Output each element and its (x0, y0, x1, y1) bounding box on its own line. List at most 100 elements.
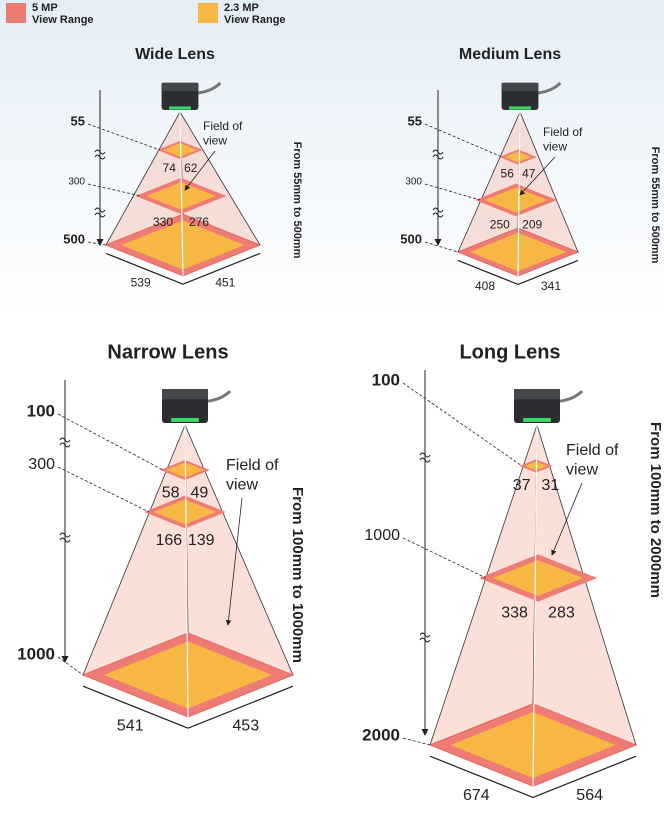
dimension-label: 541 (117, 718, 144, 735)
camera-cable (559, 390, 584, 403)
dimension-label: 31 (542, 477, 560, 494)
distance-leader (402, 737, 431, 746)
dimension-line (532, 755, 637, 798)
distance-label: 100 (372, 370, 400, 389)
distance-leader (402, 537, 487, 579)
dimension-line (105, 252, 184, 285)
distance-leader (57, 413, 164, 471)
distance-leader (402, 382, 523, 467)
background (0, 0, 664, 320)
dimension-label: 62 (184, 161, 198, 175)
dimension-label: 539 (131, 275, 151, 289)
dimension-label: 341 (541, 279, 561, 293)
dimension-label: 674 (463, 787, 490, 804)
dimension-line (187, 685, 294, 729)
dimension-label: 330 (153, 215, 173, 229)
dimension-label: 49 (191, 484, 209, 501)
camera-led (168, 106, 192, 110)
distance-label: 500 (400, 231, 422, 246)
fov-label: view (566, 461, 598, 478)
center-line (179, 111, 184, 276)
cone-edge (536, 424, 637, 746)
camera-led (523, 418, 551, 422)
view-cone (430, 425, 636, 787)
center-line (517, 111, 521, 277)
axis-break (419, 632, 431, 643)
fov-label: Field of (226, 457, 279, 474)
camera-cable (538, 81, 562, 95)
distance-leader (87, 241, 107, 246)
range-label: From 55mm to 500mm (291, 142, 303, 259)
cone-edge (429, 424, 538, 746)
legend-label: 2.3 MP (224, 2, 259, 14)
range-label: From 100mm to 2000mm (647, 422, 664, 598)
axis-break (94, 207, 106, 218)
legend-label: View Range (32, 14, 94, 26)
center-line (184, 424, 189, 718)
dimension-label: 139 (188, 532, 215, 549)
axis-break (432, 207, 444, 218)
legend-label: View Range (224, 14, 286, 26)
cone-edge (179, 111, 261, 246)
fov-label: Field of (543, 125, 583, 139)
fov-label: view (203, 134, 227, 148)
view-cone (83, 425, 293, 717)
axis-break (419, 452, 431, 463)
cone-edge (105, 111, 181, 246)
distance-leader (424, 183, 481, 201)
distance-label: 55 (408, 113, 422, 128)
dimension-label: 47 (522, 166, 536, 180)
range-section (478, 554, 598, 602)
camera-top (514, 389, 560, 400)
distance-label: 300 (68, 177, 85, 188)
distance-leader (57, 466, 150, 513)
cone-edge (184, 424, 294, 676)
distance-leader (87, 183, 142, 197)
distance-leader (424, 123, 503, 158)
dimension-label: 56 (501, 166, 515, 180)
dimension-line (429, 755, 534, 798)
fov-label: view (226, 476, 258, 493)
axis-break (59, 437, 71, 448)
distance-label: 1000 (17, 644, 55, 663)
cone-edge (82, 424, 186, 676)
dimension-label: 564 (576, 787, 603, 804)
fov-label: view (543, 140, 567, 154)
fov-arrow (519, 156, 556, 196)
dimension-label: 250 (490, 217, 510, 231)
range-label: From 55mm to 500mm (649, 147, 661, 264)
dimension-label: 58 (162, 484, 180, 501)
range-section (475, 183, 557, 217)
dimension-label: 283 (548, 604, 575, 621)
dimension-label: 338 (501, 604, 528, 621)
cone-edge (519, 111, 579, 253)
dimension-line (457, 259, 519, 285)
dimension-label: 74 (163, 161, 177, 175)
panel-title: Long Lens (459, 341, 560, 363)
legend-label: 5 MP (32, 2, 58, 14)
dimension-label: 209 (522, 217, 542, 231)
legend-swatch (198, 3, 218, 23)
distance-label: 100 (27, 401, 55, 420)
axis-break (94, 149, 106, 160)
dimension-label: 408 (475, 279, 495, 293)
dimension-label: 37 (513, 477, 531, 494)
range-section (499, 149, 537, 165)
dimension-line (517, 259, 579, 285)
distance-label: 2000 (362, 725, 400, 744)
camera-top (162, 389, 208, 400)
camera-cable (198, 81, 222, 95)
distance-label: 300 (405, 177, 422, 188)
dimension-label: 166 (155, 532, 182, 549)
fov-label: Field of (566, 442, 619, 459)
distance-leader (57, 656, 84, 676)
distance-label: 1000 (364, 527, 400, 544)
distance-label: 300 (28, 456, 55, 473)
fov-arrow (184, 150, 216, 191)
camera-led (508, 106, 532, 110)
fov-label: Field of (203, 119, 243, 133)
range-label: From 100mm to 1000mm (289, 487, 306, 663)
axis-break (432, 149, 444, 160)
range-section (157, 140, 203, 160)
axis-break (59, 532, 71, 543)
